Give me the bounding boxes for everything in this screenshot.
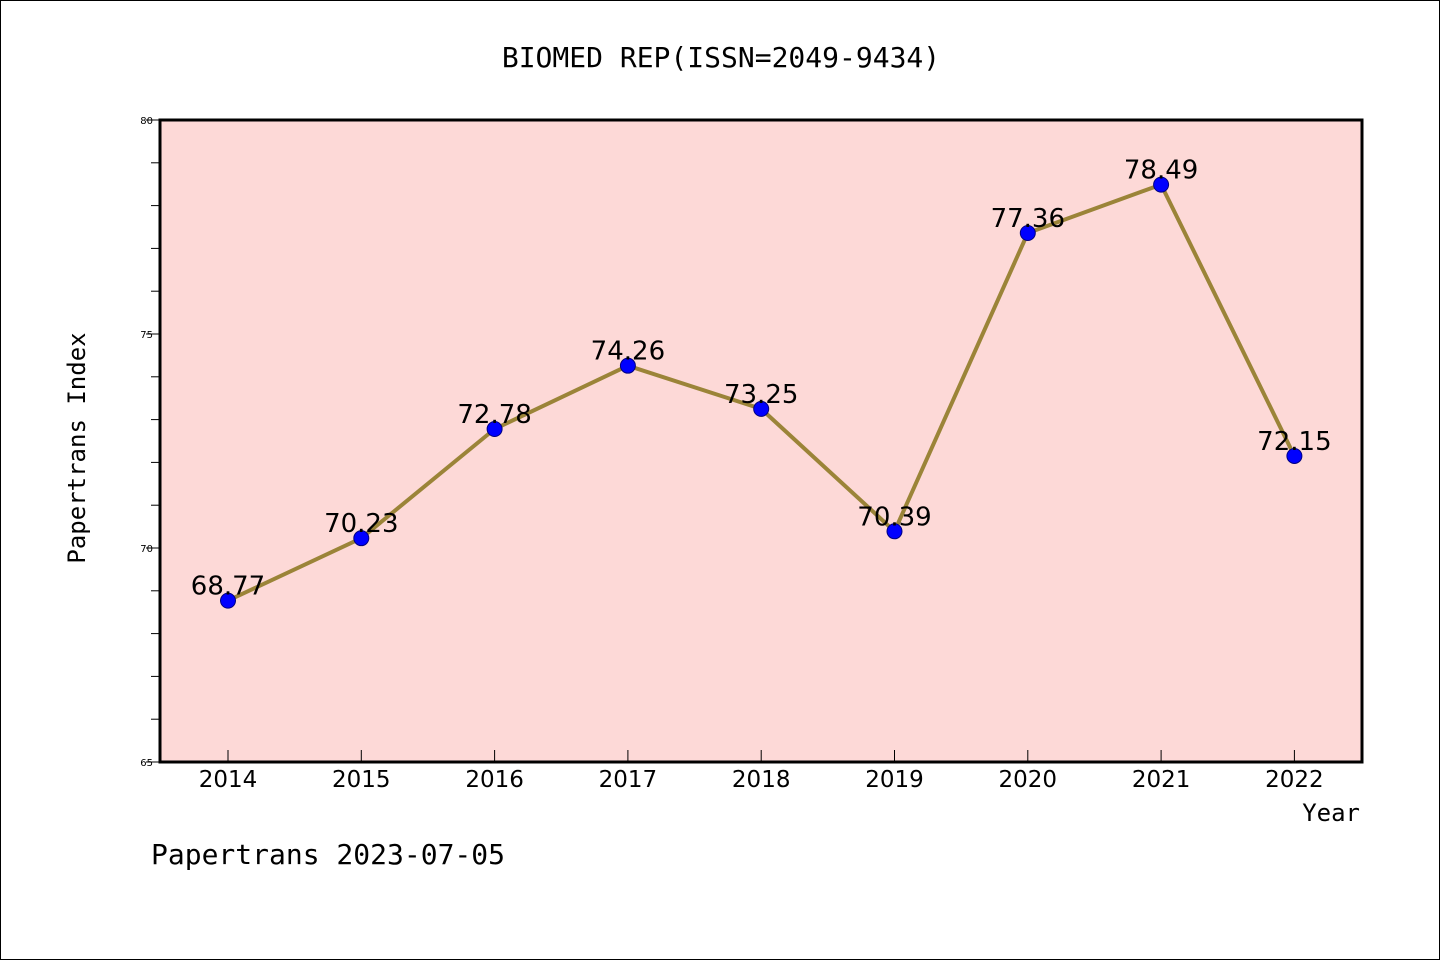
x-tick-label: 2018 [732, 767, 791, 793]
data-label: 72.15 [1257, 427, 1331, 457]
data-label: 70.23 [324, 509, 398, 539]
data-point [619, 357, 636, 374]
data-label: 68.77 [191, 572, 265, 602]
data-label: 74.26 [591, 337, 665, 367]
data-point [1019, 224, 1036, 241]
data-point [753, 400, 770, 417]
data-point [886, 523, 903, 540]
chart-title: BIOMED REP(ISSN=2049-9434) [502, 41, 940, 74]
x-tick-label: 2015 [332, 767, 391, 793]
plot-border [158, 118, 1364, 764]
data-point [220, 592, 236, 609]
y-axis: 65 70 75 80 [140, 116, 160, 769]
data-markers [220, 176, 1303, 609]
x-tick-label: 2019 [865, 767, 924, 793]
data-label: 78.49 [1124, 156, 1198, 186]
data-label: 72.78 [457, 400, 531, 430]
x-tick-label: 2021 [1132, 767, 1191, 793]
data-label: 70.39 [857, 502, 931, 532]
x-tick-label: 2017 [599, 767, 658, 793]
x-tick-label: 2014 [199, 767, 258, 793]
data-point [486, 421, 503, 438]
x-axis: 2014 2015 2016 2017 2018 2019 2020 2021 2022 [199, 750, 1324, 793]
x-tick-label: 2016 [465, 767, 524, 793]
y-tick-label: 75 [140, 330, 153, 341]
x-tick-label: 2022 [1265, 767, 1324, 793]
data-point [353, 530, 370, 547]
data-point [1286, 447, 1303, 464]
data-point [1153, 176, 1170, 193]
y-axis-label: Papertrans Index [63, 332, 91, 563]
x-tick-label: 2020 [999, 767, 1058, 793]
data-label: 77.36 [991, 204, 1065, 234]
y-tick-label: 80 [140, 116, 153, 127]
data-labels: 68.77 70.23 72.78 74.26 73.25 70.39 77.36 78.49… [191, 156, 1332, 602]
footer-credit: Papertrans 2023-07-05 [151, 838, 505, 871]
y-tick-label: 70 [140, 544, 153, 555]
plot-area [160, 120, 1362, 762]
x-axis-label: Year [1302, 799, 1360, 827]
data-label: 73.25 [724, 380, 798, 410]
y-tick-label: 65 [140, 758, 153, 769]
